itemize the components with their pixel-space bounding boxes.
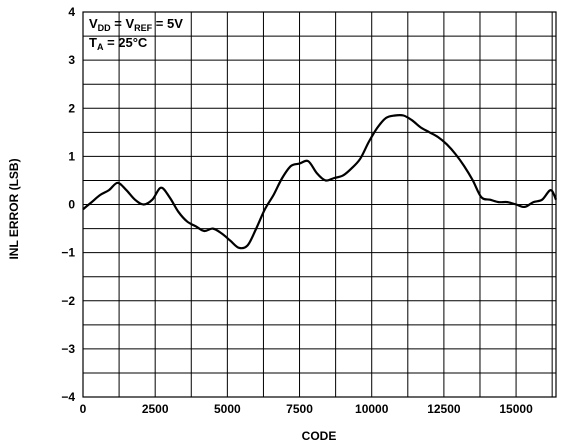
y-tick-label: −4 [61, 390, 75, 404]
y-tick-label: 0 [68, 198, 75, 212]
temperature-condition-text: TA = 25°C [89, 35, 148, 52]
x-tick-label: 0 [80, 402, 87, 416]
y-tick-label: −3 [61, 342, 75, 356]
x-axis-title: CODE [302, 429, 337, 443]
x-tick-label: 12500 [427, 402, 461, 416]
y-tick-label: −2 [61, 294, 75, 308]
x-tick-label: 10000 [355, 402, 389, 416]
x-tick-label: 2500 [142, 402, 169, 416]
y-tick-labels: −4 −3 −2 −1 0 1 2 3 4 [61, 5, 75, 404]
y-tick-label: 4 [68, 5, 75, 19]
y-tick-label: −1 [61, 246, 75, 260]
y-tick-label: 2 [68, 101, 75, 115]
grid [83, 12, 556, 397]
y-tick-label: 1 [68, 149, 75, 163]
x-tick-label: 15000 [499, 402, 533, 416]
x-tick-labels: 0 2500 5000 7500 10000 12500 15000 [80, 402, 533, 416]
supply-condition-text: VDD = VREF = 5V [89, 16, 183, 33]
x-tick-label: 5000 [214, 402, 241, 416]
x-tick-label: 7500 [286, 402, 313, 416]
y-tick-label: 3 [68, 53, 75, 67]
plot-frame [82, 11, 557, 398]
y-axis-title: INL ERROR (LSB) [7, 158, 21, 259]
inl-series-line [82, 113, 558, 250]
conditions-annotation: VDD = VREF = 5V TA = 25°C [89, 16, 183, 52]
